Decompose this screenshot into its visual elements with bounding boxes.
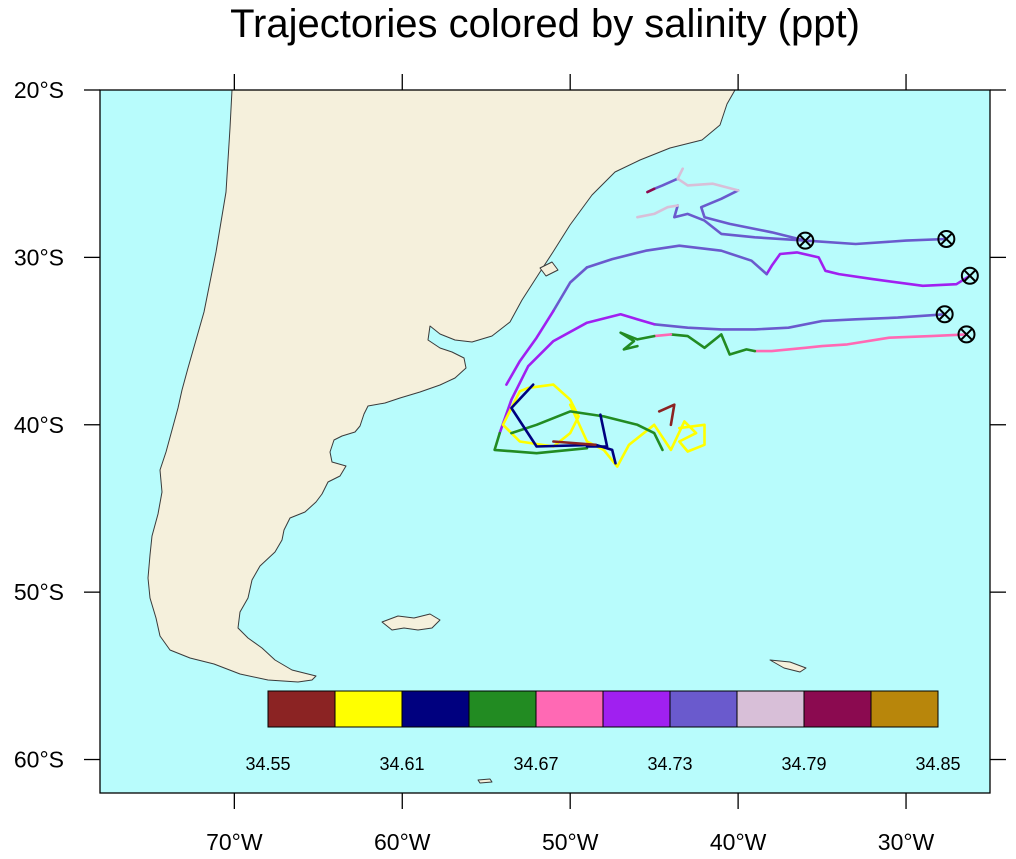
south-georgia-island	[769, 659, 807, 673]
lon-label: 40°W	[710, 829, 767, 855]
bay-inlet	[539, 261, 559, 277]
release-marker-icon	[957, 325, 976, 344]
release-marker-icon	[937, 229, 956, 248]
trajectory-layer	[493, 167, 972, 468]
lat-label: 30°S	[14, 244, 64, 270]
trajectory-segment	[652, 177, 680, 191]
lat-label: 40°S	[14, 412, 64, 438]
colorbar-swatch	[602, 690, 671, 728]
land-layer	[147, 90, 807, 784]
plot-frame	[99, 89, 991, 794]
trajectory-segment	[646, 187, 656, 194]
trajectory-segment	[669, 333, 757, 356]
colorbar-label: 34.79	[781, 754, 826, 774]
colorbar-swatch	[535, 690, 604, 728]
colorbar-label: 34.85	[915, 754, 960, 774]
colorbar-label: 34.61	[379, 754, 424, 774]
release-markers	[796, 229, 979, 344]
trajectory-segment	[505, 309, 555, 386]
trajectory-segment	[636, 204, 680, 219]
colorbar-swatch	[669, 690, 738, 728]
trajectory-segment	[657, 403, 676, 427]
trajectory-segment	[699, 189, 807, 242]
trajectory-segment	[619, 331, 656, 351]
longitude-labels: 70°W 60°W 50°W 40°W 30°W	[206, 829, 934, 855]
colorbar-swatch	[267, 690, 336, 728]
trajectory-segment	[765, 251, 972, 288]
lon-label: 30°W	[878, 829, 935, 855]
release-marker-icon	[796, 231, 815, 250]
colorbar-label: 34.73	[647, 754, 692, 774]
trajectory-segment	[585, 413, 609, 448]
release-marker-icon	[935, 305, 954, 324]
colorbar	[267, 690, 939, 728]
colorbar-labels: 34.55 34.61 34.67 34.73 34.79 34.85	[245, 754, 960, 774]
trajectory-segment	[676, 177, 740, 192]
small-island	[477, 778, 493, 784]
colorbar-swatch	[468, 690, 537, 728]
lat-label: 20°S	[14, 77, 64, 103]
south-america-coastline	[147, 90, 736, 683]
colorbar-swatch	[870, 690, 939, 728]
trajectory-segment	[552, 440, 597, 447]
trajectory-segment	[498, 312, 656, 435]
trajectory-segment	[652, 312, 947, 331]
colorbar-swatch	[803, 690, 872, 728]
trajectory-segment	[552, 266, 589, 313]
lon-label: 50°W	[542, 829, 599, 855]
colorbar-label: 34.55	[245, 754, 290, 774]
lon-label: 70°W	[206, 829, 263, 855]
falkland-islands	[381, 613, 441, 631]
lat-label: 60°S	[14, 747, 64, 773]
trajectory-segment	[493, 431, 589, 455]
lat-label: 50°S	[14, 579, 64, 605]
trajectory-segment	[672, 204, 948, 246]
colorbar-swatch	[334, 690, 403, 728]
release-marker-icon	[960, 266, 979, 285]
lon-label: 60°W	[374, 829, 431, 855]
trajectory-segment	[568, 403, 706, 468]
trajectory-segment	[652, 333, 673, 338]
axis-ticks	[84, 74, 1006, 809]
trajectory-segment	[510, 410, 664, 452]
colorbar-swatch	[736, 690, 805, 728]
latitude-labels: 20°S 30°S 40°S 50°S 60°S	[14, 77, 64, 773]
map-title: Trajectories colored by salinity (ppt)	[230, 2, 860, 46]
colorbar-swatch	[401, 690, 470, 728]
trajectory-segment	[753, 333, 968, 353]
colorbar-label: 34.67	[513, 754, 558, 774]
trajectory-segment	[585, 244, 769, 276]
trajectory-segment	[676, 167, 685, 180]
trajectory-segment	[510, 383, 617, 465]
